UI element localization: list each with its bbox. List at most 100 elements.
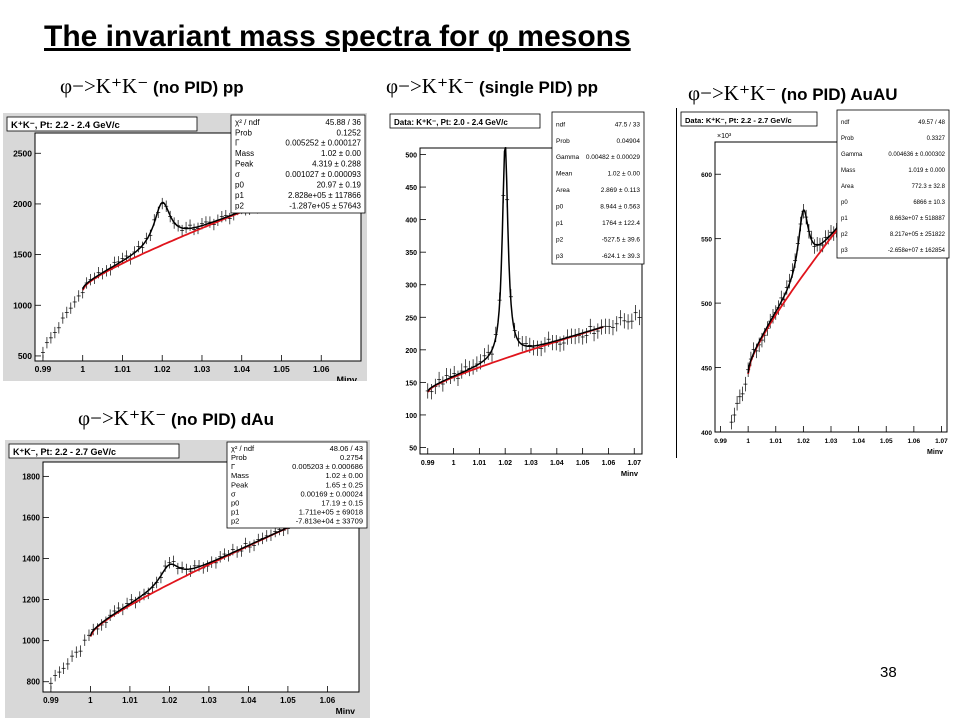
x-tick-label: 1.01 <box>122 696 138 705</box>
data-point <box>459 363 464 379</box>
chart-pp-nopid: K⁺K⁻, Pt: 2.2 - 2.4 GeV/c 500 1000 1500 2000… <box>3 113 367 385</box>
data-point <box>60 312 65 324</box>
slide-title: The invariant mass spectra for φ mesons <box>44 20 631 53</box>
data-point <box>614 316 619 332</box>
data-point <box>622 313 627 329</box>
y-tick-label: 1400 <box>22 555 40 564</box>
x-tick-label: 1 <box>88 696 93 705</box>
x-tick-label: 1.04 <box>241 696 257 705</box>
data-point <box>227 212 232 225</box>
plot-title-box: Data: K⁺K⁻, Pt: 2.2 - 2.7 GeV/c <box>680 111 818 127</box>
stat-value: 0.00169 ± 0.00024 <box>300 489 363 498</box>
data-point <box>740 386 745 402</box>
data-point <box>65 658 70 670</box>
stat-value: -7.813e+04 ± 33709 <box>296 517 363 526</box>
chart-pp-singlepid: Data: K⁺K⁻, Pt: 2.0 - 2.4 GeV/c 50 100 150 2… <box>386 110 648 480</box>
data-point <box>743 376 748 392</box>
stat-value: 0.3327 <box>927 136 946 142</box>
data-point <box>486 344 491 360</box>
data-point <box>223 209 228 222</box>
data-point <box>637 309 642 326</box>
data-point <box>607 318 612 335</box>
data-point <box>57 666 62 678</box>
x-tick-label: 1.02 <box>498 460 512 467</box>
data-point <box>40 346 45 359</box>
data-point <box>584 327 589 344</box>
stat-name: Area <box>556 187 570 194</box>
panel-label-text: (no PID) pp <box>148 78 244 97</box>
x-tick-label: 1.01 <box>473 460 487 467</box>
data-point <box>192 560 197 572</box>
x-tick-label: 1.07 <box>935 438 948 445</box>
stat-value: 0.04904 <box>617 138 641 145</box>
stat-value: 6866 ± 10.3 <box>913 200 945 206</box>
data-point <box>184 221 189 234</box>
stat-name: p0 <box>841 200 848 206</box>
data-point <box>61 662 66 675</box>
x-tick-label: 1 <box>452 460 456 467</box>
stat-name: Gamma <box>556 154 580 161</box>
stat-name: Peak <box>231 480 248 489</box>
data-point <box>455 370 460 386</box>
data-point <box>180 224 185 237</box>
fit-stats-box: ndf 47.5 / 33 Prob 0.04904 Gamma 0.00482 ± 0.… <box>551 111 645 265</box>
y-tick-label: 550 <box>701 237 712 244</box>
data-point <box>146 587 151 600</box>
stat-value: 8.217e+05 ± 251822 <box>890 232 946 238</box>
data-point <box>610 319 615 336</box>
x-tick-label: 1.04 <box>852 438 865 445</box>
data-point <box>580 329 585 345</box>
panel-label-text: (single PID) pp <box>474 78 599 97</box>
stat-value: 1.02 ± 0.00 <box>321 149 362 158</box>
panel-label-auau-nopid: φ−>K⁺K⁻ (no PID) AuAU <box>688 81 898 106</box>
x-axis-label: Minv <box>336 375 357 381</box>
y-tick-label: 200 <box>405 348 417 355</box>
x-tick-label: 1.06 <box>313 364 330 374</box>
stat-value: 1.02 ± 0.00 <box>326 471 363 480</box>
data-point <box>70 650 75 662</box>
stat-value: 0.005203 ± 0.000686 <box>292 462 363 471</box>
x-tick-label: 1.05 <box>280 696 296 705</box>
stat-name: p0 <box>556 204 564 211</box>
y-tick-label: 1500 <box>13 250 32 260</box>
stat-name: Prob <box>556 138 570 145</box>
x-tick-label: 1.05 <box>576 460 590 467</box>
chart-dau-nopid: K⁺K⁻, Pt: 2.2 - 2.7 GeV/c 800 1000 1200 1400… <box>5 440 370 718</box>
total-fit-curve <box>427 147 604 393</box>
data-point <box>539 340 544 357</box>
data-point <box>732 407 737 423</box>
data-point <box>72 296 77 308</box>
stat-name: Mass <box>841 168 855 174</box>
stat-value: 8.663e+07 ± 518887 <box>890 216 946 222</box>
stat-name: p1 <box>556 220 564 227</box>
x-tick-label: 1 <box>746 438 750 445</box>
chart-pp-nopid-svg: K⁺K⁻, Pt: 2.2 - 2.4 GeV/c 500 1000 1500 2000… <box>6 114 366 385</box>
stat-value: 20.97 ± 0.19 <box>317 181 362 190</box>
y-tick-label: 250 <box>405 315 417 322</box>
stat-value: 0.2754 <box>340 453 363 462</box>
data-point <box>124 250 129 262</box>
x-tick-label: 1.06 <box>908 438 921 445</box>
x-axis-label: Minv <box>621 469 639 478</box>
chart-dau-nopid-svg: K⁺K⁻, Pt: 2.2 - 2.7 GeV/c 800 1000 1200 1400… <box>8 441 368 716</box>
stat-value: 45.88 / 36 <box>325 118 361 127</box>
stat-name: p1 <box>235 191 244 200</box>
x-tick-label: 1.07 <box>627 460 641 467</box>
panel-label-pp-singlepid: φ−>K⁺K⁻ (single PID) pp <box>386 74 598 99</box>
stat-value: -624.1 ± 39.3 <box>602 253 641 260</box>
data-point <box>729 414 734 430</box>
stat-value: -527.5 ± 39.6 <box>602 236 641 243</box>
data-point <box>239 545 244 557</box>
y-tick-label: 400 <box>701 430 712 437</box>
x-tick-label: 0.99 <box>421 460 435 467</box>
stat-name: Area <box>841 184 854 190</box>
x-tick-label: 1.05 <box>273 364 290 374</box>
data-point <box>524 335 529 352</box>
data-point <box>167 556 172 569</box>
stat-name: Γ <box>235 139 240 148</box>
y-exponent-label: ×10³ <box>717 133 732 140</box>
stat-value: 2.828e+05 ± 117866 <box>288 191 362 200</box>
stat-value: 0.004636 ± 0.000302 <box>888 152 945 158</box>
stat-value: 1764 ± 122.4 <box>602 220 640 227</box>
y-tick-label: 100 <box>405 413 417 420</box>
